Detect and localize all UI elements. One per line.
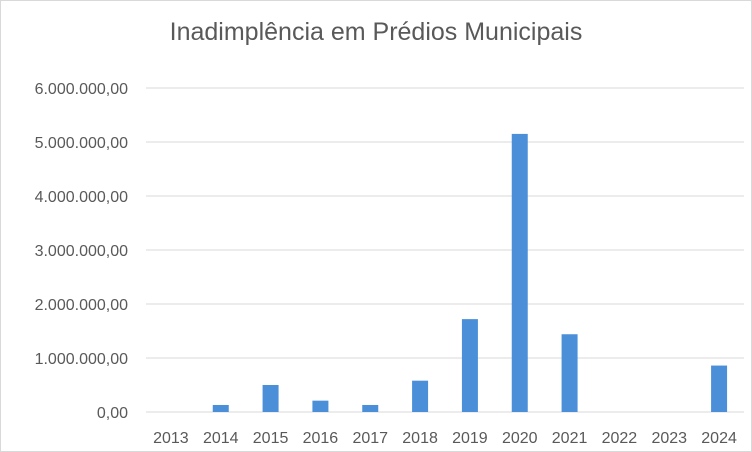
y-tick-label: 5.000.000,00 — [35, 135, 129, 152]
bar-2024 — [711, 365, 728, 412]
bar-2019 — [461, 319, 478, 412]
x-tick-label: 2024 — [701, 430, 737, 447]
y-tick-label: 6.000.000,00 — [35, 81, 129, 98]
x-tick-label: 2019 — [452, 430, 488, 447]
bar-2016 — [312, 400, 329, 412]
y-tick-label: 2.000.000,00 — [35, 297, 129, 314]
bar-2021 — [561, 334, 578, 412]
y-tick-label: 0,00 — [97, 405, 128, 422]
x-tick-label: 2016 — [303, 430, 339, 447]
bar-2020 — [511, 133, 528, 412]
y-tick-label: 3.000.000,00 — [35, 243, 129, 260]
x-tick-label: 2022 — [602, 430, 638, 447]
x-tick-label: 2014 — [203, 430, 239, 447]
x-tick-label: 2020 — [502, 430, 538, 447]
y-tick-label: 4.000.000,00 — [35, 189, 129, 206]
x-tick-label: 2018 — [402, 430, 438, 447]
x-tick-label: 2015 — [253, 430, 289, 447]
bar-2014 — [212, 404, 229, 412]
y-tick-label: 1.000.000,00 — [35, 351, 129, 368]
bar-2015 — [262, 385, 279, 412]
bar-2018 — [412, 380, 429, 412]
x-tick-label: 2017 — [352, 430, 388, 447]
x-tick-label: 2013 — [153, 430, 189, 447]
x-tick-label: 2021 — [552, 430, 588, 447]
bar-2017 — [362, 404, 379, 412]
x-tick-label: 2023 — [651, 430, 687, 447]
chart-title: Inadimplência em Prédios Municipais — [169, 18, 583, 46]
